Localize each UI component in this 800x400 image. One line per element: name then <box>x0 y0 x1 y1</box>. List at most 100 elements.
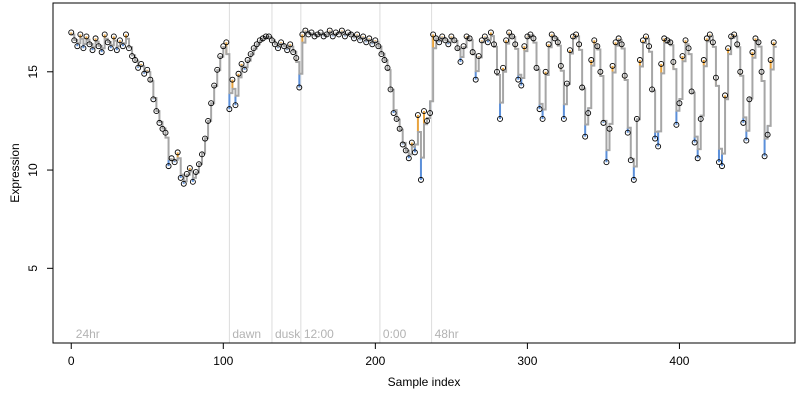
data-points <box>68 27 777 187</box>
data-point <box>357 37 364 44</box>
data-point <box>518 82 525 89</box>
data-point <box>679 53 686 60</box>
data-point <box>734 41 741 48</box>
data-point <box>235 70 242 77</box>
data-point <box>670 59 677 65</box>
data-point <box>220 43 227 50</box>
data-point <box>80 45 87 52</box>
data-point <box>454 45 461 52</box>
data-point <box>366 35 373 42</box>
data-point <box>460 43 467 50</box>
data-point <box>162 129 169 136</box>
data-point <box>408 139 415 146</box>
data-point <box>655 143 662 150</box>
x-tick-label: 300 <box>517 354 537 368</box>
data-point <box>308 29 315 36</box>
data-point <box>658 60 665 67</box>
data-point <box>551 35 558 42</box>
data-point <box>238 60 245 67</box>
y-axis: 5 10 15 <box>26 65 54 272</box>
data-point <box>469 49 476 56</box>
data-point <box>463 33 470 40</box>
data-point <box>752 35 759 42</box>
data-point <box>633 116 640 122</box>
data-point <box>323 31 330 38</box>
data-point <box>749 49 756 56</box>
data-point <box>676 100 683 107</box>
data-point <box>396 125 403 132</box>
data-point <box>138 60 145 67</box>
data-point <box>171 159 178 166</box>
data-point <box>272 41 278 48</box>
data-point <box>667 39 674 46</box>
data-point <box>542 68 549 75</box>
data-point <box>533 64 540 71</box>
data-point <box>290 49 297 56</box>
data-point <box>95 43 102 50</box>
data-point <box>636 57 643 63</box>
data-point <box>719 163 725 170</box>
data-point <box>414 112 421 118</box>
data-point <box>506 29 513 36</box>
fitted-line <box>71 30 777 183</box>
data-point <box>284 47 291 54</box>
data-point <box>153 108 160 115</box>
data-point <box>588 57 595 63</box>
data-point <box>694 155 701 162</box>
data-point <box>214 66 221 73</box>
data-point <box>287 41 294 48</box>
data-point <box>664 37 671 44</box>
data-point <box>709 39 716 46</box>
data-point <box>351 35 358 42</box>
data-point <box>737 68 744 75</box>
data-point <box>211 82 218 89</box>
data-point <box>110 33 117 40</box>
data-point <box>427 110 434 117</box>
data-point <box>421 108 427 115</box>
data-point <box>548 31 555 38</box>
data-point <box>597 68 604 75</box>
data-point <box>712 74 719 81</box>
data-point <box>582 133 589 140</box>
data-point <box>369 41 376 48</box>
data-point <box>405 155 412 162</box>
data-point <box>302 27 309 34</box>
data-point <box>250 45 257 52</box>
data-point <box>265 33 272 40</box>
data-point <box>159 125 166 132</box>
data-point <box>621 72 628 79</box>
phase-label: 48hr <box>435 327 459 341</box>
data-point <box>293 55 300 61</box>
data-point <box>196 161 202 168</box>
data-point <box>487 29 494 36</box>
data-point <box>205 117 212 124</box>
data-point <box>643 33 649 40</box>
data-point <box>618 41 625 48</box>
data-point <box>262 33 269 40</box>
data-point <box>341 33 348 40</box>
data-point <box>442 37 449 44</box>
data-point <box>536 106 543 113</box>
data-point <box>378 51 385 58</box>
data-point <box>86 41 93 48</box>
data-point <box>640 37 646 44</box>
data-point <box>74 43 81 50</box>
data-point <box>609 62 616 69</box>
data-point <box>156 119 163 126</box>
data-point <box>199 151 205 158</box>
data-point <box>126 45 132 52</box>
data-point <box>189 178 196 185</box>
data-point <box>384 64 391 71</box>
data-point <box>512 41 519 48</box>
x-axis-label: Sample index <box>388 375 461 389</box>
data-point <box>612 39 619 46</box>
data-point <box>563 80 570 87</box>
data-point <box>338 27 345 34</box>
data-point <box>150 96 157 103</box>
data-point <box>573 31 579 38</box>
data-point <box>767 57 774 63</box>
y-tick-label: 10 <box>26 163 40 177</box>
data-point <box>113 47 120 54</box>
data-point <box>186 165 193 172</box>
data-point <box>478 37 485 44</box>
